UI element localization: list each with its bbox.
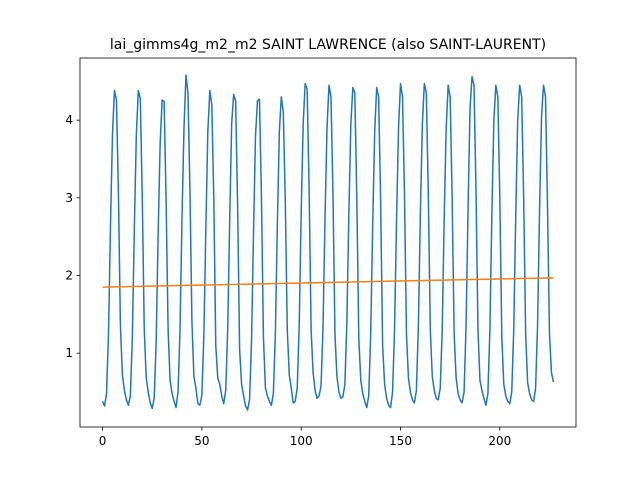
x-tick-label: 200 bbox=[488, 434, 511, 448]
chart-title: lai_gimms4g_m2_m2 SAINT LAWRENCE (also S… bbox=[110, 37, 546, 53]
y-tick-label: 1 bbox=[65, 346, 73, 360]
y-tick-label: 4 bbox=[65, 113, 73, 127]
x-tick-label: 100 bbox=[290, 434, 313, 448]
plot-frame bbox=[79, 57, 577, 428]
x-tick-label: 150 bbox=[389, 434, 412, 448]
x-tick-label: 50 bbox=[194, 434, 209, 448]
y-tick-label: 2 bbox=[65, 269, 73, 283]
x-tick-label: 0 bbox=[99, 434, 107, 448]
y-tick-label: 3 bbox=[65, 191, 73, 205]
data-line bbox=[102, 277, 554, 288]
data-line bbox=[101, 74, 555, 411]
